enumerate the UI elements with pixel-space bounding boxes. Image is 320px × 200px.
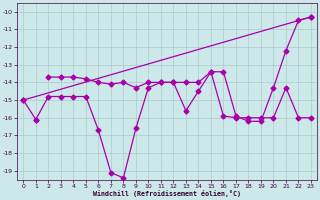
X-axis label: Windchill (Refroidissement éolien,°C): Windchill (Refroidissement éolien,°C) xyxy=(93,190,241,197)
